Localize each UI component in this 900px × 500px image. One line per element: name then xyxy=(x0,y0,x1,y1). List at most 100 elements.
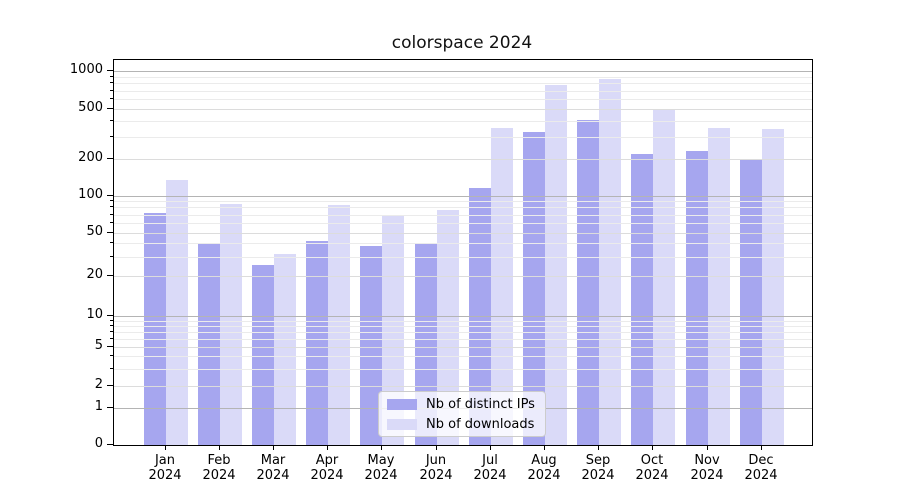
gridline-800 xyxy=(114,83,812,84)
gridline-20 xyxy=(114,276,812,277)
bar-downloads-feb xyxy=(219,204,242,445)
gridline-6 xyxy=(114,339,812,340)
x-tick-mark-feb xyxy=(219,445,220,450)
y-tick-label-500: 500 xyxy=(78,100,103,115)
x-tick-label-sep: Sep 2024 xyxy=(581,453,615,483)
y-minor-tick-mark-8 xyxy=(110,325,113,326)
gridline-1000 xyxy=(114,71,812,72)
y-minor-tick-mark-9 xyxy=(110,320,113,321)
x-tick-mark-mar xyxy=(273,445,274,450)
y-minor-tick-mark-300 xyxy=(110,136,113,137)
y-tick-label-2: 2 xyxy=(94,377,103,392)
gridline-600 xyxy=(114,99,812,100)
gridline-5 xyxy=(114,347,812,348)
y-tick-mark-100 xyxy=(107,195,113,196)
y-minor-tick-mark-200 xyxy=(110,158,113,159)
legend-swatch-distinct-ips xyxy=(387,398,417,410)
bar-downloads-jan xyxy=(165,180,188,445)
y-tick-label-0: 0 xyxy=(94,436,103,451)
gridline-50 xyxy=(114,233,812,234)
y-minor-tick-mark-40 xyxy=(110,242,113,243)
y-minor-tick-mark-90 xyxy=(110,200,113,201)
bar-downloads-dec xyxy=(761,129,784,445)
y-tick-mark-0 xyxy=(107,444,113,445)
gridline-60 xyxy=(114,223,812,224)
gridline-300 xyxy=(114,137,812,138)
x-tick-label-jun: Jun 2024 xyxy=(419,453,453,483)
x-tick-mark-oct xyxy=(652,445,653,450)
y-tick-label-5: 5 xyxy=(94,338,103,353)
gridline-400 xyxy=(114,121,812,122)
y-minor-tick-mark-70 xyxy=(110,214,113,215)
legend: Nb of distinct IPs Nb of downloads xyxy=(378,391,546,437)
bar-distinct-ips-dec xyxy=(739,159,762,445)
x-tick-label-feb: Feb 2024 xyxy=(202,453,236,483)
x-tick-mark-nov xyxy=(707,445,708,450)
y-minor-tick-mark-5 xyxy=(110,346,113,347)
bar-distinct-ips-apr xyxy=(306,240,329,445)
y-minor-tick-mark-600 xyxy=(110,98,113,99)
x-tick-label-jan: Jan 2024 xyxy=(148,453,182,483)
gridline-3 xyxy=(114,369,812,370)
gridline-9 xyxy=(114,321,812,322)
gridline-70 xyxy=(114,215,812,216)
x-tick-mark-jul xyxy=(490,445,491,450)
gridline-100 xyxy=(114,196,812,197)
y-tick-mark-1 xyxy=(107,407,113,408)
legend-label-downloads: Nb of downloads xyxy=(426,416,535,432)
y-tick-label-10: 10 xyxy=(86,307,103,322)
y-tick-label-200: 200 xyxy=(78,150,103,165)
x-tick-mark-apr xyxy=(327,445,328,450)
gridline-200 xyxy=(114,159,812,160)
bar-distinct-ips-nov xyxy=(685,151,708,445)
gridline-900 xyxy=(114,77,812,78)
gridline-500 xyxy=(114,109,812,110)
y-tick-label-50: 50 xyxy=(86,224,103,239)
gridline-7 xyxy=(114,332,812,333)
y-tick-label-20: 20 xyxy=(86,267,103,282)
bar-downloads-apr xyxy=(328,205,351,445)
gridline-700 xyxy=(114,91,812,92)
y-tick-label-1000: 1000 xyxy=(69,62,103,77)
y-minor-tick-mark-80 xyxy=(110,206,113,207)
bar-distinct-ips-mar xyxy=(251,265,274,445)
x-tick-label-may: May 2024 xyxy=(364,453,398,483)
y-tick-mark-1000 xyxy=(107,70,113,71)
gridline-80 xyxy=(114,207,812,208)
x-tick-mark-aug xyxy=(544,445,545,450)
x-tick-mark-dec xyxy=(761,445,762,450)
bar-downloads-sep xyxy=(599,78,622,445)
gridline-2 xyxy=(114,386,812,387)
y-minor-tick-mark-700 xyxy=(110,90,113,91)
gridline-40 xyxy=(114,243,812,244)
y-minor-tick-mark-2 xyxy=(110,385,113,386)
x-tick-label-jul: Jul 2024 xyxy=(473,453,507,483)
y-minor-tick-mark-3 xyxy=(110,368,113,369)
y-minor-tick-mark-500 xyxy=(110,108,113,109)
gridline-4 xyxy=(114,356,812,357)
bar-downloads-may xyxy=(382,216,405,445)
gridline-90 xyxy=(114,201,812,202)
plot-area: Nb of distinct IPs Nb of downloads xyxy=(113,59,813,446)
y-tick-label-1: 1 xyxy=(94,399,103,414)
y-minor-tick-mark-6 xyxy=(110,338,113,339)
x-tick-label-aug: Aug 2024 xyxy=(527,453,561,483)
y-tick-mark-10 xyxy=(107,315,113,316)
x-tick-label-dec: Dec 2024 xyxy=(744,453,778,483)
y-minor-tick-mark-900 xyxy=(110,76,113,77)
y-minor-tick-mark-4 xyxy=(110,355,113,356)
x-tick-mark-jan xyxy=(165,445,166,450)
bar-distinct-ips-oct xyxy=(631,153,654,445)
bar-distinct-ips-may xyxy=(360,245,383,445)
y-minor-tick-mark-30 xyxy=(110,256,113,257)
legend-row-downloads: Nb of downloads xyxy=(387,417,545,432)
bar-downloads-mar xyxy=(273,253,296,445)
y-minor-tick-mark-20 xyxy=(110,275,113,276)
bar-distinct-ips-aug xyxy=(522,131,545,445)
x-tick-label-oct: Oct 2024 xyxy=(635,453,669,483)
y-minor-tick-mark-400 xyxy=(110,120,113,121)
chart-title: colorspace 2024 xyxy=(391,33,533,53)
y-minor-tick-mark-50 xyxy=(110,232,113,233)
y-minor-tick-mark-800 xyxy=(110,82,113,83)
